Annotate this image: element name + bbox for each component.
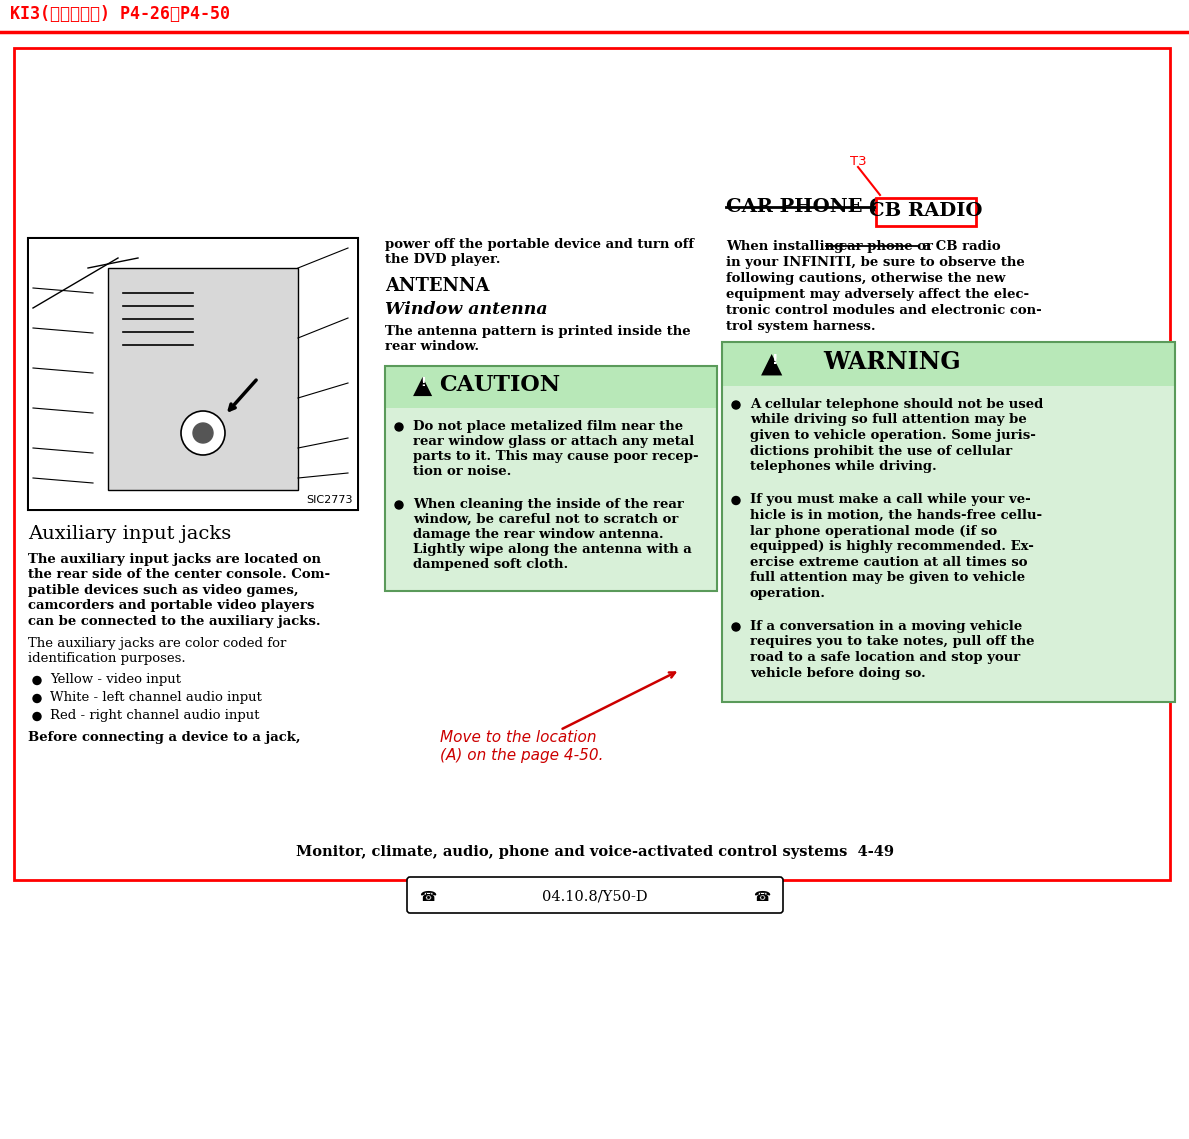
- Text: the rear side of the center console. Com-: the rear side of the center console. Com…: [29, 568, 331, 582]
- Text: full attention may be given to vehicle: full attention may be given to vehicle: [750, 571, 1025, 584]
- Text: telephones while driving.: telephones while driving.: [750, 460, 937, 473]
- Text: The auxiliary input jacks are located on: The auxiliary input jacks are located on: [29, 554, 321, 566]
- Text: ☎: ☎: [420, 890, 436, 904]
- Text: ercise extreme caution at all times so: ercise extreme caution at all times so: [750, 556, 1027, 568]
- Text: tronic control modules and electronic con-: tronic control modules and electronic co…: [726, 304, 1042, 317]
- Text: rear window.: rear window.: [385, 341, 479, 353]
- Text: ▲: ▲: [414, 374, 433, 398]
- Text: following cautions, otherwise the new: following cautions, otherwise the new: [726, 272, 1006, 285]
- Text: 04.10.8/Y50-D: 04.10.8/Y50-D: [542, 890, 648, 904]
- Text: while driving so full attention may be: while driving so full attention may be: [750, 413, 1027, 426]
- Text: CB RADIO: CB RADIO: [869, 202, 983, 220]
- Text: When installing: When installing: [726, 240, 848, 253]
- Bar: [385, 366, 717, 408]
- Text: a car phone or: a car phone or: [826, 240, 933, 253]
- Text: Move to the location: Move to the location: [440, 730, 597, 745]
- Text: the DVD player.: the DVD player.: [385, 254, 501, 267]
- Circle shape: [33, 695, 40, 703]
- Text: When cleaning the inside of the rear: When cleaning the inside of the rear: [413, 498, 684, 511]
- Bar: [385, 408, 717, 591]
- Circle shape: [732, 623, 740, 631]
- Text: Before connecting a device to a jack,: Before connecting a device to a jack,: [29, 731, 301, 745]
- Text: WARNING: WARNING: [823, 350, 961, 374]
- Text: White - left channel audio input: White - left channel audio input: [50, 691, 262, 705]
- Circle shape: [193, 423, 213, 443]
- Text: camcorders and portable video players: camcorders and portable video players: [29, 599, 314, 613]
- Circle shape: [395, 423, 403, 431]
- Bar: [29, 238, 358, 510]
- Text: A cellular telephone should not be used: A cellular telephone should not be used: [750, 398, 1043, 411]
- Text: equipped) is highly recommended. Ex-: equipped) is highly recommended. Ex-: [750, 540, 1034, 554]
- Text: identification purposes.: identification purposes.: [29, 652, 185, 665]
- Text: road to a safe location and stop your: road to a safe location and stop your: [750, 652, 1020, 664]
- Text: Auxiliary input jacks: Auxiliary input jacks: [29, 525, 231, 543]
- Circle shape: [181, 411, 225, 454]
- Text: !: !: [420, 376, 426, 390]
- Text: tion or noise.: tion or noise.: [413, 465, 511, 478]
- Text: If you must make a call while your ve-: If you must make a call while your ve-: [750, 493, 1031, 507]
- Text: dampened soft cloth.: dampened soft cloth.: [413, 558, 568, 571]
- Circle shape: [732, 497, 740, 505]
- Text: requires you to take notes, pull off the: requires you to take notes, pull off the: [750, 636, 1034, 648]
- Text: CAUTION: CAUTION: [440, 374, 560, 396]
- Text: The auxiliary jacks are color coded for: The auxiliary jacks are color coded for: [29, 637, 287, 649]
- Bar: [14, 48, 1170, 880]
- Text: can be connected to the auxiliary jacks.: can be connected to the auxiliary jacks.: [29, 615, 321, 628]
- Text: equipment may adversely affect the elec-: equipment may adversely affect the elec-: [726, 288, 1030, 301]
- Text: rear window glass or attach any metal: rear window glass or attach any metal: [413, 435, 694, 448]
- Text: vehicle before doing so.: vehicle before doing so.: [750, 666, 926, 680]
- Text: CAR PHONE OR: CAR PHONE OR: [726, 198, 910, 216]
- Bar: [722, 386, 1175, 702]
- Text: Lightly wipe along the antenna with a: Lightly wipe along the antenna with a: [413, 543, 692, 556]
- Text: patible devices such as video games,: patible devices such as video games,: [29, 584, 298, 597]
- Bar: [722, 342, 1175, 386]
- Bar: [722, 342, 1175, 702]
- Text: ☎: ☎: [754, 890, 770, 904]
- Text: ANTENNA: ANTENNA: [385, 277, 490, 295]
- Text: Red - right channel audio input: Red - right channel audio input: [50, 710, 259, 722]
- Text: trol system harness.: trol system harness.: [726, 320, 875, 333]
- Circle shape: [732, 401, 740, 409]
- Text: ▲: ▲: [761, 350, 782, 378]
- Text: window, be careful not to scratch or: window, be careful not to scratch or: [413, 513, 679, 526]
- Bar: [29, 239, 357, 509]
- Text: Do not place metalized film near the: Do not place metalized film near the: [413, 420, 684, 433]
- Text: parts to it. This may cause poor recep-: parts to it. This may cause poor recep-: [413, 450, 699, 462]
- Text: T3: T3: [850, 155, 867, 167]
- Text: The antenna pattern is printed inside the: The antenna pattern is printed inside th…: [385, 325, 691, 338]
- Circle shape: [33, 713, 40, 721]
- Text: damage the rear window antenna.: damage the rear window antenna.: [413, 528, 663, 541]
- Text: hicle is in motion, the hands-free cellu-: hicle is in motion, the hands-free cellu…: [750, 509, 1042, 522]
- Text: in your INFINITI, be sure to observe the: in your INFINITI, be sure to observe the: [726, 256, 1025, 269]
- Circle shape: [33, 677, 40, 685]
- Text: If a conversation in a moving vehicle: If a conversation in a moving vehicle: [750, 620, 1023, 633]
- Text: KI3(ｵｰティオ) P4-26～P4-50: KI3(ｵｰティオ) P4-26～P4-50: [10, 5, 229, 23]
- Text: given to vehicle operation. Some juris-: given to vehicle operation. Some juris-: [750, 429, 1036, 442]
- Circle shape: [395, 501, 403, 509]
- Text: dictions prohibit the use of cellular: dictions prohibit the use of cellular: [750, 444, 1012, 458]
- Text: Window antenna: Window antenna: [385, 301, 548, 318]
- FancyBboxPatch shape: [407, 877, 784, 913]
- Text: a CB radio: a CB radio: [918, 240, 1001, 253]
- Bar: [385, 366, 717, 591]
- Bar: [876, 198, 976, 226]
- Text: power off the portable device and turn off: power off the portable device and turn o…: [385, 238, 694, 251]
- Text: Yellow - video input: Yellow - video input: [50, 673, 181, 687]
- Text: Monitor, climate, audio, phone and voice-activated control systems  4-49: Monitor, climate, audio, phone and voice…: [296, 845, 893, 859]
- Text: (A) on the page 4-50.: (A) on the page 4-50.: [440, 748, 604, 763]
- Bar: [108, 268, 298, 490]
- Text: lar phone operational mode (if so: lar phone operational mode (if so: [750, 524, 998, 538]
- Text: operation.: operation.: [750, 587, 826, 599]
- Text: !: !: [772, 353, 779, 367]
- Text: SIC2773: SIC2773: [307, 495, 353, 505]
